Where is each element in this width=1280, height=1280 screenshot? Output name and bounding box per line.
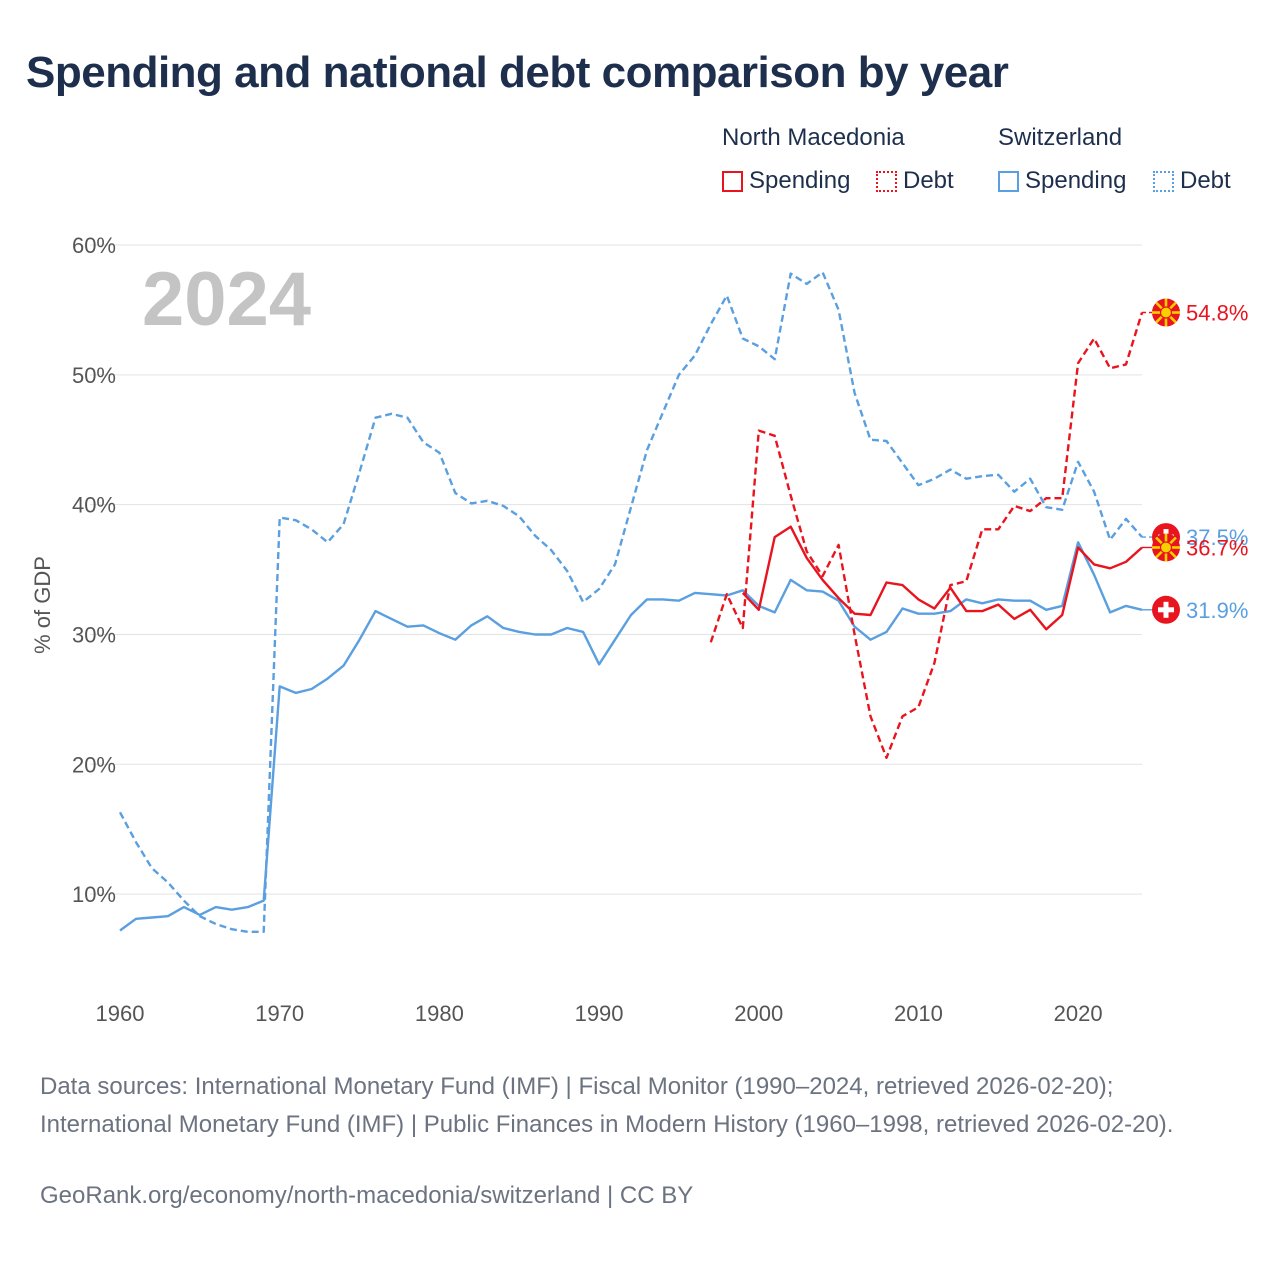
y-tick-label: 20% xyxy=(72,752,116,777)
x-tick-label: 2000 xyxy=(734,1001,783,1026)
switzerland-flag-icon xyxy=(1152,595,1180,624)
legend-item-north-macedonia-debt[interactable]: Debt xyxy=(876,166,954,196)
x-tick-label: 1980 xyxy=(415,1001,464,1026)
series-line-switzerland-spending[interactable] xyxy=(119,541,1143,932)
x-tick-label: 1970 xyxy=(255,1001,304,1026)
end-value-label: 37.5% xyxy=(1186,525,1248,550)
series-line-switzerland-debt[interactable] xyxy=(118,271,1143,933)
north-macedonia-flag-icon xyxy=(1152,533,1180,562)
year-watermark: 2024 xyxy=(142,257,311,342)
source-link[interactable]: GeoRank.org/economy/north-macedonia/swit… xyxy=(40,1182,694,1209)
legend-swatch-solid-blue xyxy=(998,170,1019,192)
x-tick-label: 1990 xyxy=(575,1001,624,1026)
legend-swatch-dotted-blue xyxy=(1153,170,1174,192)
y-tick-label: 50% xyxy=(72,363,116,388)
data-sources: Data sources: International Monetary Fun… xyxy=(40,1073,1174,1138)
line-chart: 10% 20% 30% 40% 50% 60% 1960 1970 1980 1990 2000 20… xyxy=(30,233,1248,1026)
end-value-label: 54.8% xyxy=(1186,301,1248,326)
legend-group-switzerland: Switzerland xyxy=(998,124,1123,151)
legend-label: Debt xyxy=(903,167,954,194)
north-macedonia-flag-icon xyxy=(1152,298,1180,327)
y-axis-label: % of GDP xyxy=(30,556,55,654)
y-tick-label: 30% xyxy=(72,622,116,647)
legend-label: Debt xyxy=(1180,167,1231,194)
y-tick-label: 10% xyxy=(72,882,116,907)
series-line-north-macedonia-spending[interactable] xyxy=(741,525,1143,631)
legend-swatch-solid-red xyxy=(722,170,743,192)
series-line-north-macedonia-debt[interactable] xyxy=(709,312,1144,759)
legend-item-switzerland-spending[interactable]: Spending xyxy=(998,166,1126,196)
legend-item-switzerland-debt[interactable]: Debt xyxy=(1153,166,1231,196)
legend-group-north-macedonia: North Macedonia xyxy=(722,124,905,151)
legend-label: Spending xyxy=(749,167,851,194)
y-tick-label: 60% xyxy=(72,233,116,258)
end-value-label: 36.7% xyxy=(1186,535,1248,560)
y-tick-label: 40% xyxy=(72,493,116,518)
x-tick-label: 2020 xyxy=(1054,1001,1103,1026)
x-tick-label: 1960 xyxy=(96,1001,145,1026)
end-value-label: 31.9% xyxy=(1186,598,1248,623)
x-tick-label: 2010 xyxy=(894,1001,943,1026)
legend-swatch-dotted-red xyxy=(876,170,897,192)
legend-label: Spending xyxy=(1025,167,1127,194)
chart-title: Spending and national debt comparison by… xyxy=(26,48,1009,97)
legend-item-north-macedonia-spending[interactable]: Spending xyxy=(722,166,850,196)
